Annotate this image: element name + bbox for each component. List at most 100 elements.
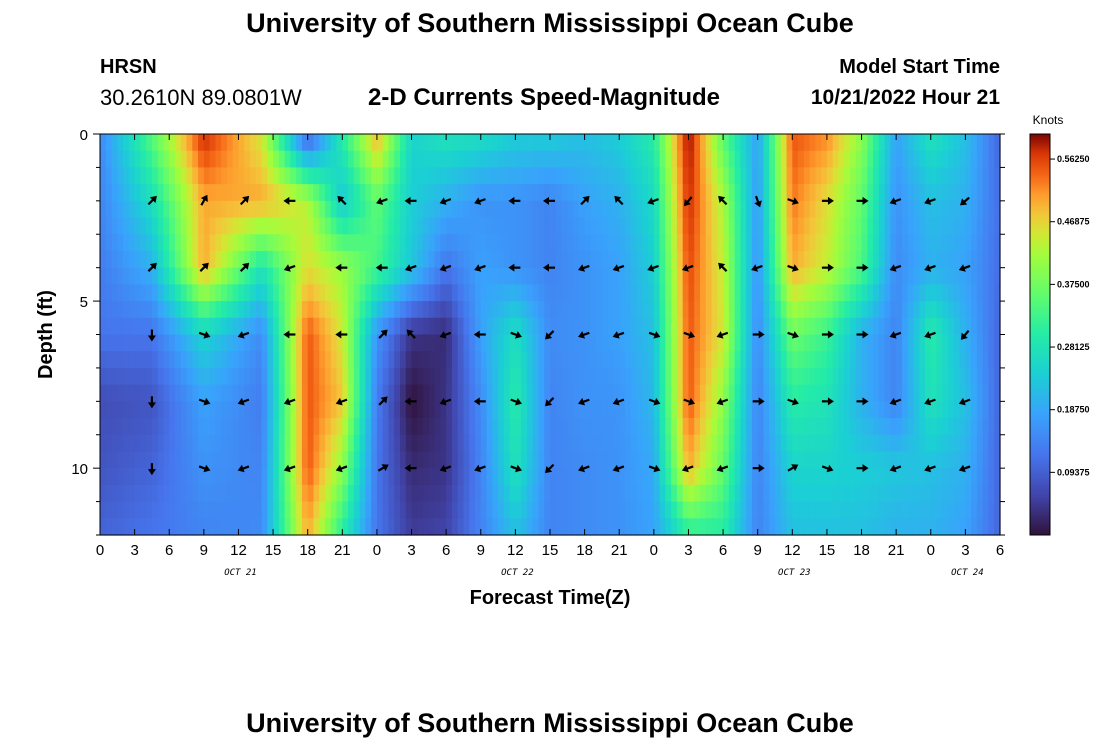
heatmap-cell xyxy=(371,468,378,486)
heatmap-cell xyxy=(596,284,603,302)
heatmap-cell xyxy=(163,484,170,503)
heatmap-cell xyxy=(746,250,753,269)
heatmap-cell xyxy=(544,234,551,252)
heatmap-cell xyxy=(688,451,695,469)
heatmap-cell xyxy=(336,351,343,369)
heatmap-cell xyxy=(878,284,886,302)
heatmap-cell xyxy=(711,284,718,302)
heatmap-cell xyxy=(590,250,597,269)
heatmap-cell xyxy=(319,267,326,285)
heatmap-cell xyxy=(757,284,765,302)
heatmap-cell xyxy=(371,451,378,469)
heatmap-cell xyxy=(890,184,897,202)
heatmap-cell xyxy=(925,501,932,519)
heatmap-cell xyxy=(590,167,597,185)
heatmap-cell xyxy=(717,284,724,302)
heatmap-cell xyxy=(307,501,315,519)
heatmap-cell xyxy=(192,401,199,419)
heatmap-cell xyxy=(469,384,476,402)
heatmap-cell xyxy=(123,317,130,336)
heatmap-cell xyxy=(982,367,990,386)
heatmap-cell xyxy=(457,250,465,269)
heatmap-cell xyxy=(636,367,643,386)
heatmap-cell xyxy=(388,167,395,185)
heatmap-cell xyxy=(838,401,845,419)
heatmap-cell xyxy=(544,334,551,352)
heatmap-cell xyxy=(982,167,990,185)
heatmap-cell xyxy=(544,367,551,386)
heatmap-cell xyxy=(203,301,211,319)
heatmap-cell xyxy=(348,234,355,252)
heatmap-cell xyxy=(157,367,165,386)
current-vector xyxy=(856,196,869,205)
heatmap-cell xyxy=(215,401,222,419)
heatmap-cell xyxy=(388,301,395,319)
heatmap-cell xyxy=(861,434,868,453)
heatmap-cell xyxy=(763,234,770,252)
heatmap-cell xyxy=(746,384,753,402)
heatmap-cell xyxy=(284,401,291,419)
heatmap-cell xyxy=(896,351,903,369)
heatmap-cell xyxy=(907,401,915,419)
heatmap-cell xyxy=(763,150,770,169)
heatmap-cell xyxy=(405,451,413,469)
heatmap-cell xyxy=(192,167,199,185)
heatmap-cell xyxy=(844,367,851,386)
heatmap-cell xyxy=(757,418,765,436)
heatmap-cell xyxy=(146,301,153,319)
heatmap-cell xyxy=(567,518,574,536)
heatmap-cell xyxy=(532,284,540,302)
heatmap-cell xyxy=(469,501,476,519)
heatmap-cell xyxy=(163,518,170,536)
heatmap-cell xyxy=(613,284,620,302)
heatmap-cell xyxy=(278,518,286,536)
heatmap-cell xyxy=(567,418,574,436)
heatmap-cell xyxy=(273,384,280,402)
heatmap-cell xyxy=(878,234,886,252)
heatmap-cell xyxy=(336,217,343,235)
heatmap-cell xyxy=(307,134,315,152)
heatmap-cell xyxy=(255,401,263,419)
heatmap-cell xyxy=(498,351,505,369)
heatmap-cell xyxy=(238,418,245,436)
heatmap-cell xyxy=(971,200,978,219)
heatmap-cell xyxy=(111,401,118,419)
heatmap-cell xyxy=(948,301,955,319)
heatmap-cell xyxy=(532,184,540,202)
heatmap-cell xyxy=(186,200,193,219)
heatmap-cell xyxy=(775,284,782,302)
heatmap-cell xyxy=(688,250,695,269)
heatmap-cell xyxy=(186,334,193,352)
heatmap-cell xyxy=(959,384,966,402)
heatmap-cell xyxy=(180,217,188,235)
heatmap-cell xyxy=(348,217,355,235)
heatmap-cell xyxy=(601,518,609,536)
heatmap-cell xyxy=(561,167,568,185)
heatmap-cell xyxy=(907,317,915,336)
heatmap-cell xyxy=(751,301,759,319)
heatmap-cell xyxy=(451,351,459,369)
heatmap-cell xyxy=(867,284,874,302)
heatmap-cell xyxy=(676,317,684,336)
heatmap-cell xyxy=(221,267,228,285)
heatmap-cell xyxy=(134,150,141,169)
heatmap-cell xyxy=(832,284,840,302)
heatmap-cell xyxy=(198,384,205,402)
heatmap-cell xyxy=(682,418,690,436)
heatmap-cell xyxy=(619,267,626,285)
heatmap-cell xyxy=(665,518,672,536)
heatmap-cell xyxy=(775,367,782,386)
heatmap-cell xyxy=(290,367,297,386)
heatmap-cell xyxy=(959,167,966,185)
heatmap-cell xyxy=(896,468,903,486)
current-vector xyxy=(614,195,624,206)
heatmap-cell xyxy=(301,217,309,235)
heatmap-cell xyxy=(821,301,828,319)
heatmap-cell xyxy=(157,250,165,269)
heatmap-cell xyxy=(105,418,113,436)
heatmap-cell xyxy=(769,167,776,185)
heatmap-cell xyxy=(515,250,522,269)
heatmap-cell xyxy=(607,401,615,419)
heatmap-cell xyxy=(723,167,730,185)
heatmap-cell xyxy=(925,167,932,185)
